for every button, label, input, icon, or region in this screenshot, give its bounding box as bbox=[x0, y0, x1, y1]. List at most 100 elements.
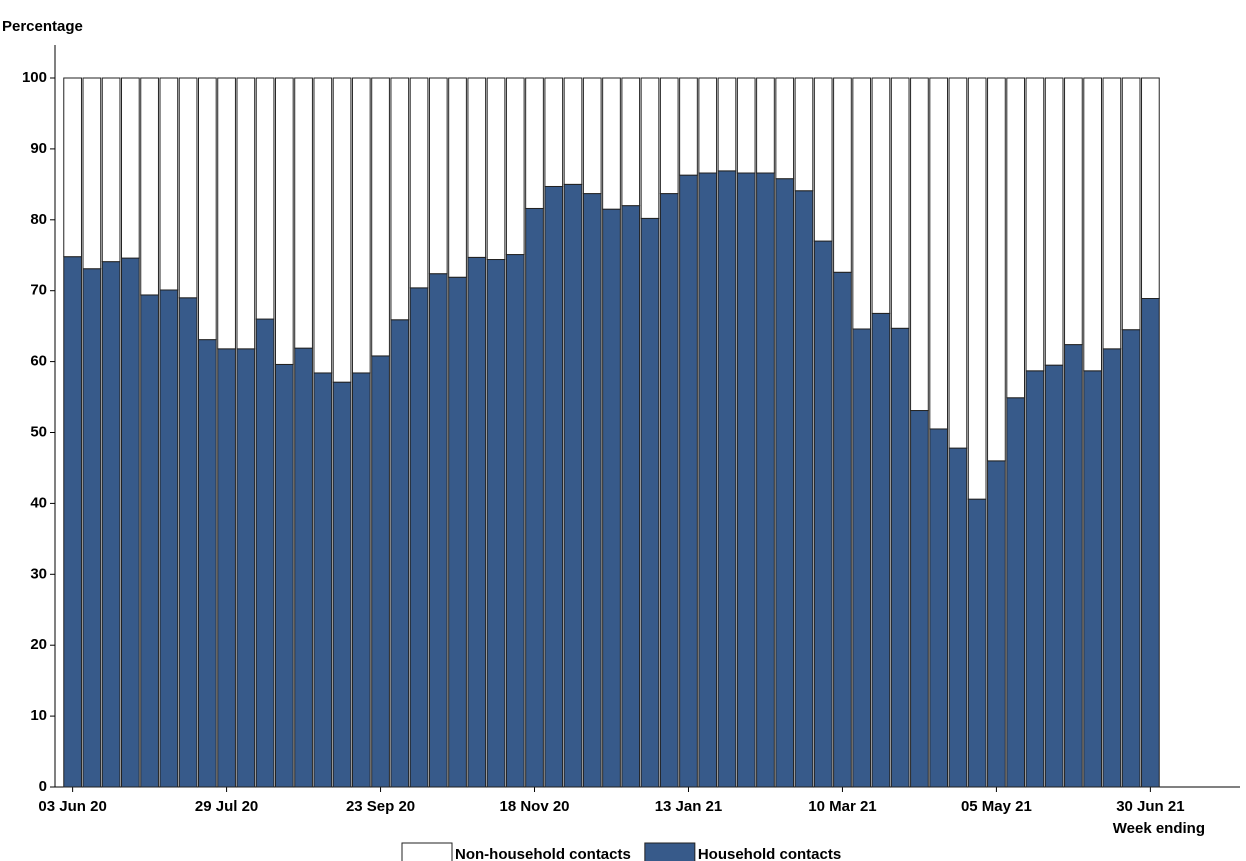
bar-segment bbox=[351, 372, 371, 788]
bar-segment bbox=[274, 77, 294, 365]
bar-segment bbox=[1141, 77, 1160, 299]
y-tick-label: 10 bbox=[30, 707, 47, 724]
bar-segment bbox=[140, 77, 159, 296]
bar-segment bbox=[255, 77, 275, 320]
bar-segment bbox=[987, 460, 1006, 788]
bar-segment bbox=[563, 77, 583, 185]
bar-segment bbox=[736, 77, 756, 174]
y-tick-label: 100 bbox=[22, 69, 47, 86]
bar-segment bbox=[987, 77, 1006, 462]
bar-segment bbox=[794, 77, 814, 192]
bar-segment bbox=[82, 268, 102, 788]
x-tick-label: 05 May 21 bbox=[961, 798, 1032, 815]
bar-segment bbox=[794, 190, 814, 788]
bar-segment bbox=[140, 294, 159, 788]
bar-segment bbox=[1025, 77, 1045, 372]
bar-segment bbox=[852, 328, 872, 788]
bar-segment bbox=[409, 77, 429, 289]
bar-segment bbox=[698, 77, 718, 174]
x-tick-label: 18 Nov 20 bbox=[499, 798, 569, 815]
bar-segment bbox=[448, 276, 467, 788]
x-axis-label: Week ending bbox=[1113, 820, 1205, 837]
bar-segment bbox=[63, 77, 82, 258]
bar-segment bbox=[428, 273, 448, 788]
bar-segment bbox=[967, 77, 987, 500]
y-tick-label: 50 bbox=[30, 423, 47, 440]
bar-segment bbox=[1121, 329, 1141, 788]
bar-segment bbox=[756, 172, 775, 788]
bar-segment bbox=[390, 319, 410, 788]
bar-segment bbox=[775, 77, 795, 180]
bar-segment bbox=[448, 77, 467, 278]
bar-segment bbox=[929, 428, 949, 788]
bar-segment bbox=[1006, 397, 1026, 788]
bar-segment bbox=[371, 355, 390, 788]
bar-segment bbox=[197, 77, 217, 341]
bar-segment bbox=[544, 77, 564, 187]
bar-segment bbox=[967, 498, 987, 788]
bar-segment bbox=[63, 256, 82, 788]
bar-segment bbox=[467, 77, 487, 258]
bar-segment bbox=[1064, 77, 1083, 346]
bar-segment bbox=[813, 77, 833, 242]
bar-segment bbox=[659, 193, 679, 788]
bar-segment bbox=[525, 77, 544, 209]
bar-segment bbox=[679, 77, 698, 176]
legend-swatch bbox=[401, 842, 453, 861]
legend-label: Household contacts bbox=[698, 846, 841, 861]
bar-segment bbox=[217, 348, 236, 788]
bar-segment bbox=[505, 77, 525, 256]
bar-segment bbox=[602, 208, 621, 788]
bar-segment bbox=[332, 77, 352, 383]
bar-segment bbox=[640, 77, 660, 219]
x-tick-label: 29 Jul 20 bbox=[195, 798, 258, 815]
bar-segment bbox=[929, 77, 949, 430]
legend-swatch bbox=[644, 842, 696, 861]
x-tick-label: 13 Jan 21 bbox=[655, 798, 723, 815]
bar-segment bbox=[640, 217, 660, 788]
bar-segment bbox=[121, 77, 140, 259]
bar-segment bbox=[563, 183, 583, 788]
bar-segment bbox=[833, 77, 852, 273]
y-tick-label: 60 bbox=[30, 353, 47, 370]
bar-segment bbox=[910, 410, 929, 788]
y-tick-label: 30 bbox=[30, 565, 47, 582]
bar-segment bbox=[525, 207, 544, 788]
bar-segment bbox=[910, 77, 929, 412]
bar-segment bbox=[698, 172, 718, 788]
bar-segment bbox=[890, 77, 910, 329]
bar-segment bbox=[121, 257, 140, 788]
bar-segment bbox=[813, 240, 833, 788]
bar-segment bbox=[948, 77, 968, 449]
x-tick-label: 03 Jun 20 bbox=[38, 798, 106, 815]
bar-segment bbox=[332, 381, 352, 788]
bar-segment bbox=[1102, 348, 1122, 788]
bar-segment bbox=[717, 77, 737, 172]
y-tick-label: 80 bbox=[30, 211, 47, 228]
bar-segment bbox=[1006, 77, 1026, 399]
bar-segment bbox=[467, 256, 487, 788]
bar-segment bbox=[101, 77, 121, 263]
bar-segment bbox=[890, 327, 910, 788]
bar-segment bbox=[294, 347, 313, 788]
bar-segment bbox=[313, 77, 333, 374]
y-tick-label: 40 bbox=[30, 494, 47, 511]
bar-segment bbox=[178, 297, 198, 788]
bar-segment bbox=[428, 77, 448, 275]
bar-segment bbox=[390, 77, 410, 321]
bar-segment bbox=[505, 254, 525, 788]
bar-segment bbox=[409, 287, 429, 788]
bar-segment bbox=[582, 77, 602, 195]
bar-segment bbox=[852, 77, 872, 330]
y-tick-label: 90 bbox=[30, 140, 47, 157]
bar-segment bbox=[1141, 297, 1160, 788]
bar-segment bbox=[871, 312, 891, 788]
x-tick-label: 30 Jun 21 bbox=[1116, 798, 1184, 815]
bar-segment bbox=[948, 447, 968, 788]
bar-segment bbox=[582, 193, 602, 788]
bar-segment bbox=[351, 77, 371, 374]
y-axis-label: Percentage bbox=[2, 18, 83, 35]
bar-segment bbox=[621, 77, 641, 207]
y-tick-label: 0 bbox=[39, 778, 47, 795]
